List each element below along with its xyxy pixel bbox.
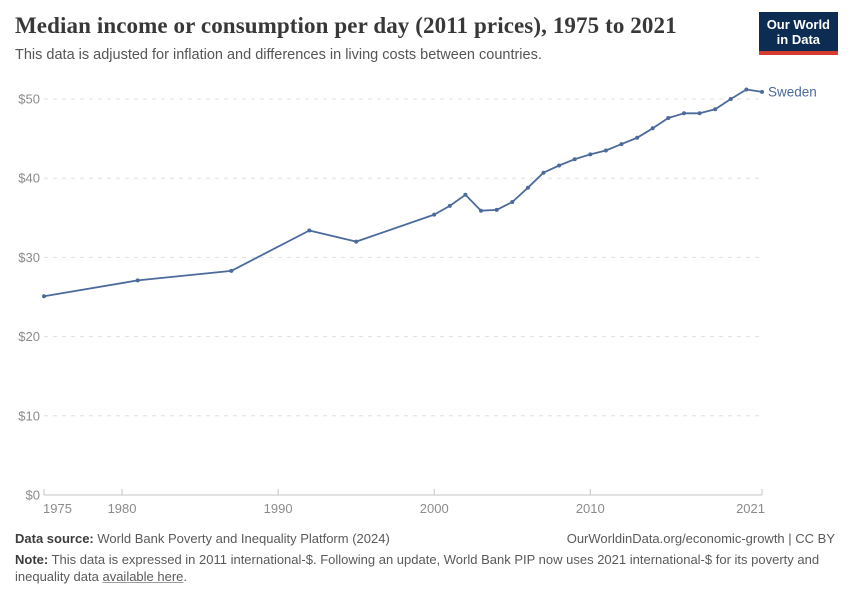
available-here-link[interactable]: available here [102,568,184,584]
data-point-2013[interactable] [635,135,640,140]
data-point-2008[interactable] [557,163,562,168]
x-tick-label-1975: 1975 [43,501,72,516]
data-point-2010[interactable] [588,152,593,157]
data-point-2011[interactable] [603,148,608,153]
data-point-2020[interactable] [744,87,749,92]
data-source-text: World Bank Poverty and Inequality Platfo… [97,531,390,546]
data-point-1975[interactable] [42,294,46,299]
chart-title: Median income or consumption per day (20… [15,13,677,38]
x-tick-label-2021: 2021 [736,501,765,516]
data-point-2004[interactable] [494,207,499,212]
chart-header: Median income or consumption per day (20… [0,0,850,64]
data-source: Data source: World Bank Poverty and Ineq… [15,531,390,547]
data-point-2021[interactable] [760,89,764,94]
owid-logo[interactable]: Our World in Data [758,12,838,55]
y-tick-label-$30: $30 [18,250,40,265]
data-source-label: Data source: [15,531,94,546]
data-point-2001[interactable] [447,203,452,208]
y-tick-label-$0: $0 [26,488,40,503]
chart-subtitle: This data is adjusted for inflation and … [15,47,542,63]
chart-footer: Data source: World Bank Poverty and Ineq… [15,531,835,585]
data-point-2016[interactable] [682,111,686,116]
data-point-2006[interactable] [525,185,530,190]
data-point-2000[interactable] [432,212,437,217]
data-point-2018[interactable] [713,107,718,112]
owid-url-ccby-link[interactable]: OurWorldinData.org/economic-growth | CC … [566,531,835,546]
data-point-2012[interactable] [619,142,624,147]
data-point-1992[interactable] [307,228,312,233]
data-point-2003[interactable] [479,208,483,213]
data-point-2002[interactable] [463,192,468,197]
x-tick-label-2010: 2010 [576,501,605,516]
x-tick-label-2000: 2000 [420,501,449,516]
series-label-sweden[interactable]: Sweden [768,84,817,99]
y-tick-label-$50: $50 [18,92,40,107]
data-point-2015[interactable] [666,116,671,120]
y-tick-label-$10: $10 [18,408,40,423]
data-point-1987[interactable] [229,268,234,273]
owid-logo-line2: in Data [776,32,821,47]
chart-note: Note: This data is expressed in 2011 int… [15,552,835,585]
line-chart-canvas[interactable]: $0 $10 $20 $30 $40 $50 1975 1980 1990 2000 2010 202… [0,75,850,525]
data-point-2019[interactable] [728,97,733,101]
data-point-2014[interactable] [650,126,655,131]
data-point-2007[interactable] [541,170,546,175]
data-point-2009[interactable] [572,157,577,162]
x-tick-label-1990: 1990 [264,501,293,516]
data-point-1981[interactable] [135,278,140,283]
x-tick-label-1980: 1980 [108,501,137,516]
note-label: Note: [15,552,49,567]
y-tick-label-$40: $40 [18,171,40,186]
data-point-2005[interactable] [510,200,515,204]
sweden-line[interactable] [43,88,763,298]
y-tick-label-$20: $20 [18,329,40,344]
data-point-2017[interactable] [697,111,702,116]
note-period: . [183,568,188,584]
data-point-1995[interactable] [354,239,359,244]
note-text: This data is expressed in 2011 internati… [15,552,820,584]
owid-logo-line1: Our World [766,17,830,32]
